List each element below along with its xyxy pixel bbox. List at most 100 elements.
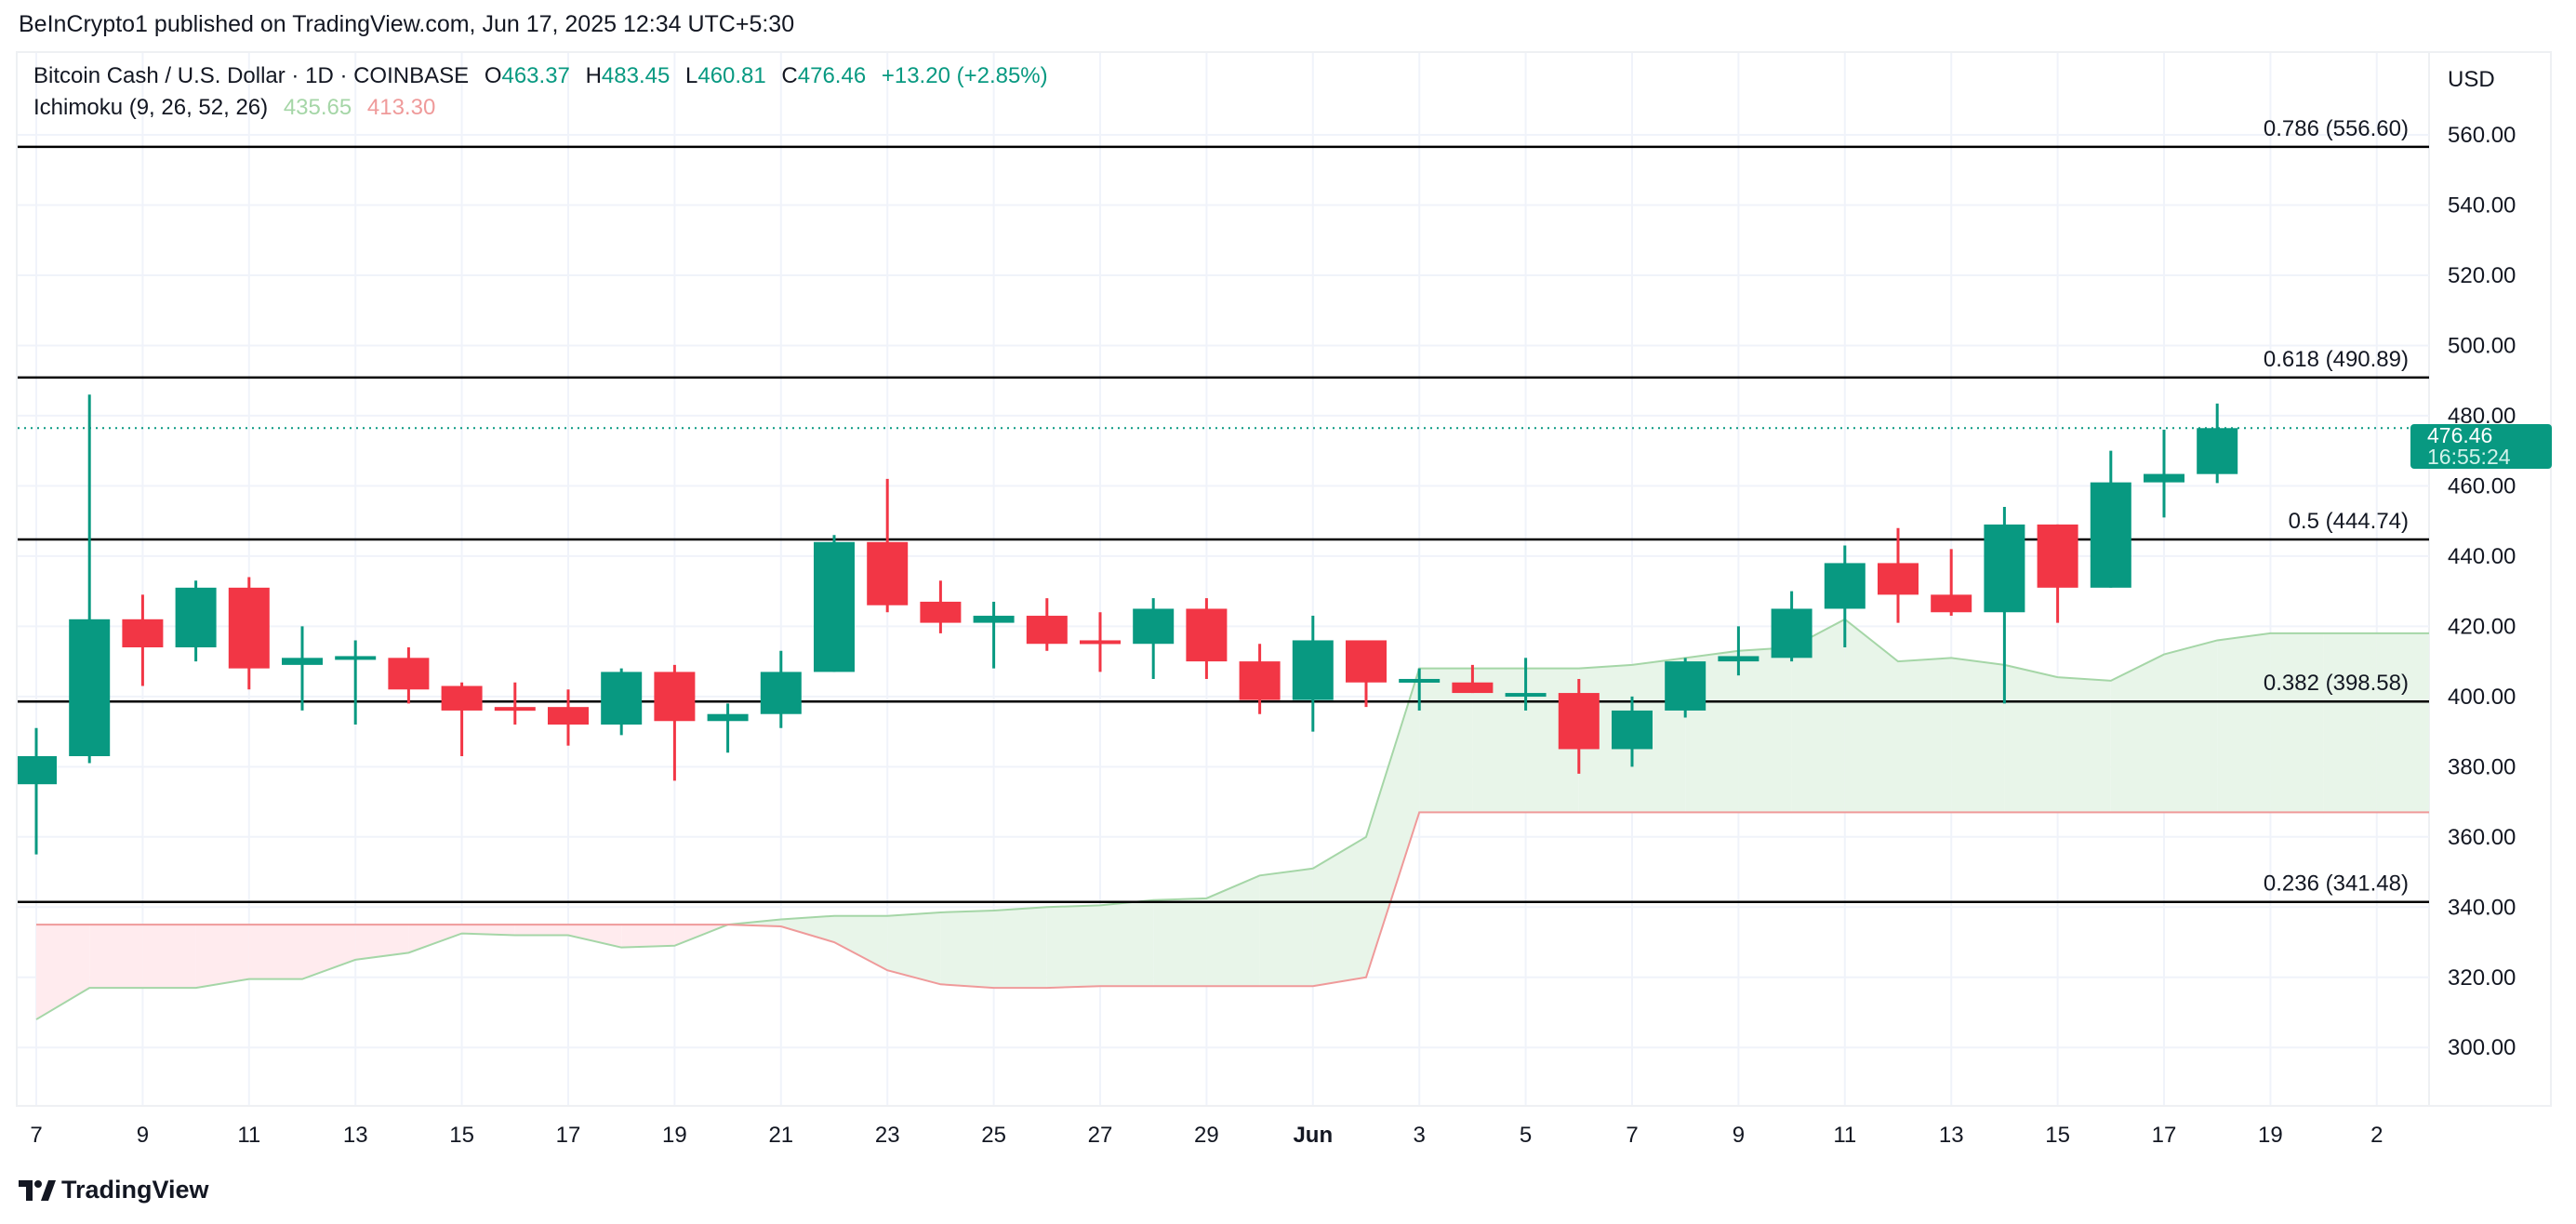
symbol-title: Bitcoin Cash / U.S. Dollar · 1D · COINBA… [33, 63, 470, 88]
candle-body [1665, 661, 1706, 711]
cloud-segment [1046, 905, 1100, 989]
time-tick-label: Jun [1293, 1123, 1333, 1148]
candle [335, 640, 377, 725]
high-value: 483.45 [601, 63, 671, 88]
cloud-segment [834, 915, 888, 971]
candle-body [760, 672, 802, 714]
candle [1505, 658, 1547, 711]
candle [2037, 524, 2078, 623]
candle [1984, 507, 2025, 704]
indicator-value-span-a: 435.65 [283, 95, 352, 120]
cloud-segment [887, 911, 941, 985]
cloud-segment [1951, 658, 2005, 813]
close-value: 476.46 [797, 63, 867, 88]
cloud-segment [89, 925, 143, 989]
price-tick-label: 420.00 [2448, 614, 2516, 639]
candle [1452, 664, 1494, 694]
candle-body [228, 587, 270, 669]
candle [1878, 527, 1919, 623]
fib-levels: 0.786 (556.60) 0.618 (490.89) 0.5 (444.74)… [18, 116, 2429, 903]
candle [814, 535, 855, 672]
candle-body [1186, 608, 1228, 662]
price-tick-label: 300.00 [2448, 1035, 2516, 1060]
candle-body [1292, 640, 1334, 700]
price-tick-label: 360.00 [2448, 825, 2516, 850]
candle [18, 727, 57, 855]
candle [1026, 598, 1068, 651]
price-tick-label: 340.00 [2448, 895, 2516, 920]
candle [228, 577, 270, 690]
candle [973, 601, 1015, 669]
candle-body [1080, 640, 1121, 645]
cloud-segment [780, 915, 834, 943]
time-tick-label: 19 [662, 1123, 687, 1148]
time-tick-label: 7 [30, 1123, 42, 1148]
candle-body [122, 619, 164, 648]
candle [1239, 644, 1281, 714]
candle-body [388, 658, 430, 690]
cloud-segment [1259, 868, 1313, 987]
candle-body [814, 541, 855, 672]
price-tick-label: 520.00 [2448, 263, 2516, 288]
candle-body [2090, 482, 2131, 588]
candle [441, 682, 483, 756]
cloud-segment [408, 925, 462, 953]
last-price-badge: 476.46 16:55:24 [2410, 424, 2552, 469]
candle-body [1878, 563, 1919, 595]
change-value: +13.20 (+2.85%) [881, 63, 1048, 88]
price-tick-label: 320.00 [2448, 965, 2516, 991]
indicator-legend[interactable]: Ichimoku (9, 26, 52, 26) 435.65 413.30 [33, 95, 435, 121]
candle-body [1399, 678, 1441, 683]
candle [1718, 626, 1759, 676]
candle-body [548, 707, 589, 725]
cloud-segment [2376, 632, 2429, 813]
cloud-segment [1153, 898, 1207, 987]
time-tick-label: 29 [1194, 1123, 1219, 1148]
cloud-segment [302, 925, 356, 979]
candle-body [920, 601, 962, 623]
cloud-segment [514, 925, 568, 936]
candle [760, 650, 802, 728]
candle-body [2197, 428, 2238, 474]
cloud-segment [2110, 654, 2164, 813]
candle [2144, 430, 2184, 518]
time-tick-label: 15 [449, 1123, 474, 1148]
time-tick-label: 21 [768, 1123, 793, 1148]
candle-body [1984, 524, 2025, 613]
fib-label: 0.382 (398.58) [2264, 671, 2409, 696]
price-tick-label: 400.00 [2448, 685, 2516, 710]
last-price: 476.46 [2427, 423, 2493, 447]
open-label: O [484, 63, 502, 88]
time-tick-label: 27 [1088, 1123, 1113, 1148]
open-value: 463.37 [501, 63, 570, 88]
price-axis[interactable]: 300.00 320.00 340.00 360.00 380.00 400.00 420.… [2448, 123, 2516, 1060]
candle-body [1771, 608, 1812, 659]
bar-countdown: 16:55:24 [2427, 445, 2511, 469]
candle-body [175, 587, 217, 648]
candle-body [973, 616, 1015, 623]
candle [1612, 696, 1653, 767]
price-tick-label: 500.00 [2448, 333, 2516, 358]
candle-body [1452, 682, 1494, 694]
time-axis[interactable]: 7 9 11 13 15 17 19 21 23 25 27 29 Jun 3 5 7 9 11 13 15 17 19 2 [30, 1123, 2383, 1148]
time-tick-label: 9 [1733, 1123, 1745, 1148]
candle-body [654, 672, 696, 722]
candle-body [867, 541, 909, 605]
candle-body [1026, 616, 1068, 645]
price-tick-label: 540.00 [2448, 193, 2516, 218]
ichimoku-cloud [35, 618, 2429, 1020]
candle [1824, 545, 1866, 648]
candle-body [18, 755, 57, 785]
tradingview-logo[interactable]: TradingView [19, 1176, 209, 1204]
candle [1080, 612, 1121, 672]
fib-label: 0.5 (444.74) [2289, 509, 2409, 534]
indicator-value-span-b: 413.30 [366, 95, 436, 120]
currency-label[interactable]: USD [2448, 67, 2495, 92]
low-value: 460.81 [697, 63, 766, 88]
candle-body [1239, 661, 1281, 700]
cloud-segment [36, 925, 90, 1020]
cloud-segment [248, 925, 302, 979]
candle-body [69, 619, 111, 756]
candle-body [1612, 710, 1653, 750]
